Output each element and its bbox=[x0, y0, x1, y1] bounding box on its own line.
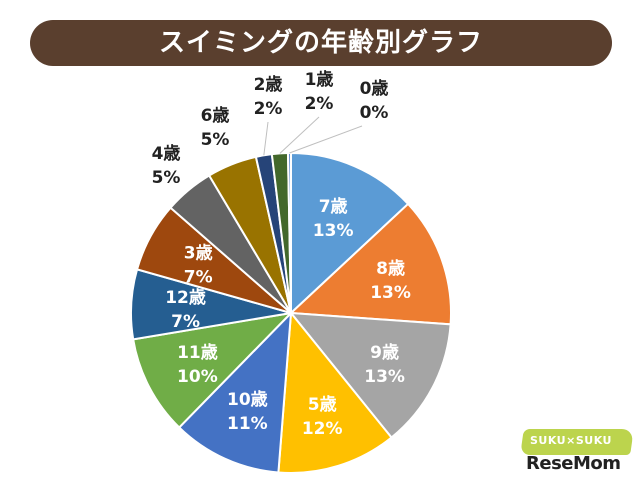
leader-lines bbox=[263, 116, 363, 156]
pie-slice-3 bbox=[288, 311, 452, 439]
slice-percent-8: 7% bbox=[184, 268, 213, 288]
slice-labels: 7歳13%8歳13%9歳13%5歳12%10歳11%11歳10%12歳7%3歳7… bbox=[152, 69, 411, 439]
slice-label-1: 7歳 bbox=[319, 196, 348, 217]
slice-label-12: 1歳 bbox=[305, 69, 334, 90]
leader-line-11 bbox=[263, 121, 269, 156]
slice-label-10: 6歳 bbox=[201, 105, 230, 126]
slice-label-13: 0歳 bbox=[360, 78, 389, 99]
slice-label-2: 8歳 bbox=[376, 258, 405, 279]
slice-label-9: 4歳 bbox=[152, 143, 181, 164]
slice-percent-4: 12% bbox=[302, 419, 343, 439]
logo-top-text: SUKU×SUKU bbox=[530, 434, 612, 447]
slice-percent-6: 10% bbox=[177, 367, 218, 387]
slice-label-8: 3歳 bbox=[184, 243, 213, 264]
pie-slice-13 bbox=[286, 151, 292, 314]
logo-bottom-text: ReseMom bbox=[526, 453, 621, 474]
resemom-logo: SUKU×SUKU ReseMom bbox=[520, 429, 634, 479]
pie-slices bbox=[130, 151, 452, 474]
slice-percent-2: 13% bbox=[370, 283, 411, 303]
slice-label-7: 12歳 bbox=[165, 287, 206, 308]
slice-percent-1: 13% bbox=[313, 221, 354, 241]
slice-percent-11: 2% bbox=[254, 99, 283, 119]
leader-line-13 bbox=[289, 125, 363, 154]
pie-slice-6 bbox=[132, 311, 294, 429]
pie-slice-2 bbox=[288, 202, 452, 326]
chart-title: スイミングの年齢別グラフ bbox=[30, 20, 612, 66]
slice-percent-10: 5% bbox=[201, 130, 230, 150]
leader-line-12 bbox=[279, 116, 320, 154]
pie-slice-4 bbox=[277, 310, 393, 474]
slice-label-5: 10歳 bbox=[227, 389, 268, 410]
slice-percent-12: 2% bbox=[305, 94, 334, 114]
pie-slice-5 bbox=[177, 310, 293, 474]
pie-slice-1 bbox=[290, 151, 410, 316]
slice-percent-13: 0% bbox=[360, 103, 389, 123]
slice-label-11: 2歳 bbox=[254, 74, 283, 95]
slice-percent-5: 11% bbox=[227, 414, 268, 434]
slice-percent-7: 7% bbox=[171, 312, 200, 332]
slice-percent-9: 5% bbox=[152, 168, 181, 188]
slice-label-4: 5歳 bbox=[308, 394, 337, 415]
slice-label-6: 11歳 bbox=[177, 342, 218, 363]
slice-percent-3: 13% bbox=[364, 367, 405, 387]
slice-label-3: 9歳 bbox=[370, 342, 399, 363]
